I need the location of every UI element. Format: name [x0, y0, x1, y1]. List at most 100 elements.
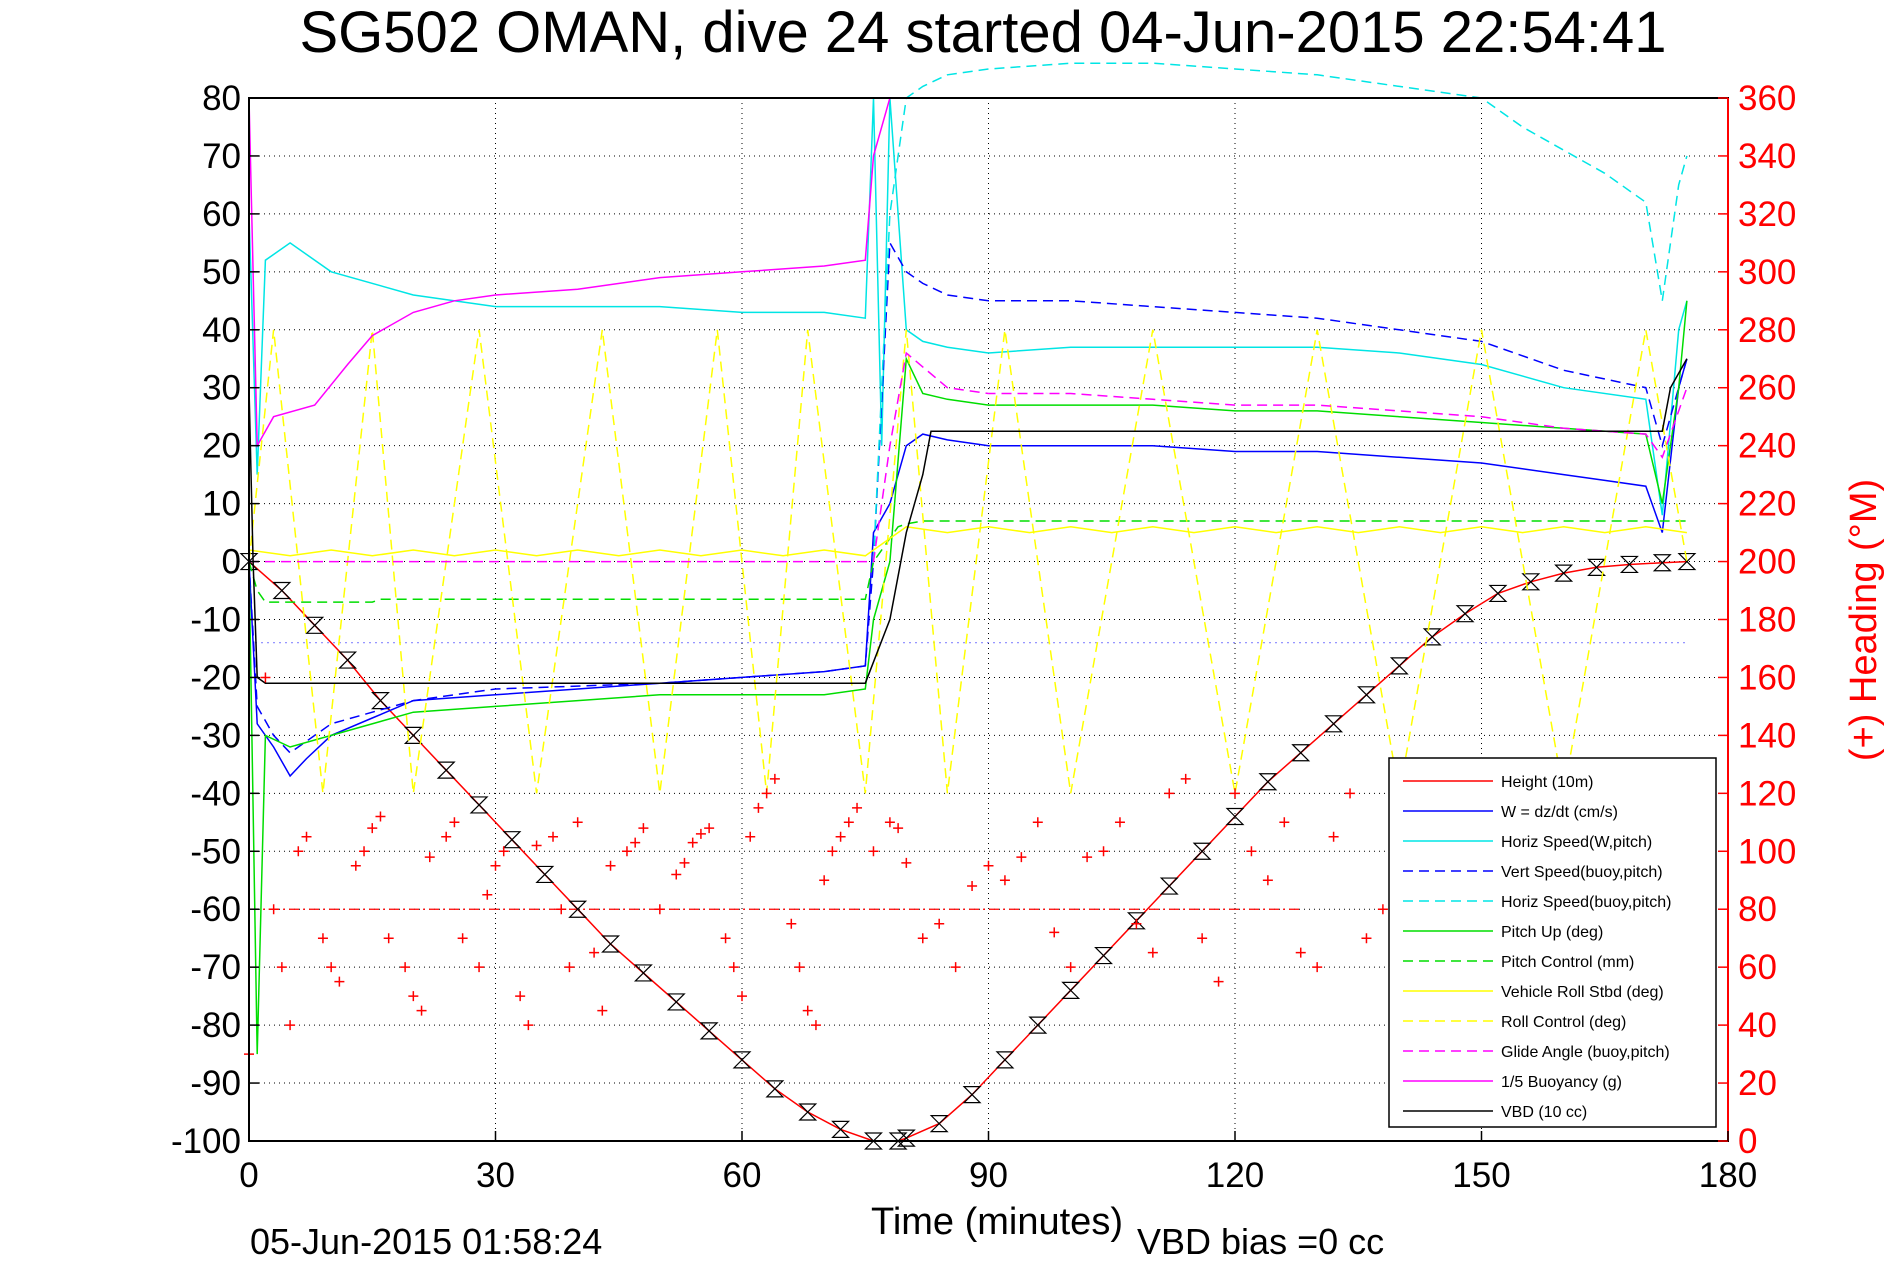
y-left-tick-label: 10	[202, 485, 241, 524]
heading-point	[753, 802, 764, 813]
height-point	[1324, 715, 1344, 733]
heading-point	[884, 817, 895, 828]
heading-point	[901, 857, 912, 868]
heading-point	[408, 991, 419, 1002]
heading-point	[728, 962, 739, 973]
heading-point	[1377, 904, 1388, 915]
height-point	[272, 581, 292, 600]
y-left-tick-label: 60	[202, 195, 241, 234]
y-left-tick-label: -30	[190, 716, 241, 755]
height-point	[469, 796, 489, 814]
y-left-tick-label: 30	[202, 369, 241, 408]
heading-point	[917, 933, 928, 944]
heading-point	[531, 840, 542, 851]
heading-point	[457, 933, 468, 944]
y-right-tick-label: 320	[1738, 195, 1796, 234]
heading-point	[999, 875, 1010, 886]
y-right-tick-label: 80	[1738, 890, 1777, 929]
height-point	[1061, 981, 1081, 999]
y-left-tick-label: 40	[202, 311, 241, 350]
series-line	[248, 560, 1687, 1142]
heading-point	[1230, 788, 1240, 799]
y-left-tick-label: 70	[202, 137, 241, 176]
height-point	[995, 1051, 1015, 1069]
y-left-tick-label: 80	[202, 79, 241, 118]
legend-label: Horiz Speed(W,pitch)	[1501, 834, 1652, 851]
y-axis-right: 3603403203002802602402202001801601401201…	[1718, 79, 1796, 1161]
y-right-tick-label: 120	[1738, 774, 1796, 813]
y-right-tick-label: 240	[1738, 427, 1796, 466]
heading-point	[441, 831, 452, 842]
heading-point	[268, 904, 279, 915]
y-right-tick-label: 0	[1738, 1122, 1757, 1161]
series-horiz-speed-buoy-pitch	[872, 62, 1688, 562]
series-line	[248, 97, 891, 449]
heading-point	[621, 846, 632, 857]
legend-label: 1/5 Buoyancy (g)	[1501, 1074, 1622, 1091]
y-right-tick-label: 200	[1738, 543, 1796, 582]
footer-timestamp: 05-Jun-2015 01:58:24	[250, 1221, 602, 1262]
height-point	[831, 1120, 851, 1139]
height-point	[633, 964, 653, 982]
height-point	[1521, 573, 1541, 591]
height-point	[371, 692, 390, 710]
x-axis: 0 30 60 90 120 150 180	[239, 1131, 1757, 1195]
heading-point	[375, 811, 386, 822]
heading-point	[983, 860, 994, 871]
heading-point	[260, 672, 271, 683]
heading-point	[1016, 852, 1027, 863]
heading-point	[285, 1020, 296, 1031]
heading-point	[934, 918, 945, 929]
y-right-tick-label: 40	[1738, 1006, 1777, 1045]
y-axis-left: 80 70 60 50 40 30 20 10 0 -10 -20 -30 -40 -50 -60 -70 -8…	[171, 79, 259, 1161]
x-tick-label: 120	[1206, 1156, 1264, 1195]
series-line	[248, 526, 1688, 557]
heading-point	[605, 860, 616, 871]
heading-point	[572, 817, 583, 828]
y-axis-right-label: (+) Heading (°M)	[1843, 479, 1885, 761]
heading-point	[589, 947, 600, 958]
height-point	[1488, 584, 1508, 603]
heading-point	[1082, 852, 1093, 863]
heading-point	[548, 831, 559, 842]
heading-point	[671, 869, 682, 880]
legend-label: Height (10m)	[1501, 774, 1593, 791]
legend-label: Pitch Control (mm)	[1501, 954, 1634, 971]
heading-point	[630, 837, 641, 848]
series-heading	[244, 672, 1388, 1060]
heading-point	[1279, 817, 1290, 828]
height-point	[1357, 686, 1376, 704]
y-left-tick-label: -80	[190, 1006, 241, 1045]
legend-label: W = dz/dt (cm/s)	[1501, 804, 1618, 821]
x-tick-label: 60	[723, 1156, 762, 1195]
legend: Height (10m) W = dz/dt (cm/s) Horiz Speed(…	[1388, 757, 1717, 1128]
heading-point	[1164, 788, 1175, 799]
y-right-tick-label: 20	[1738, 1064, 1777, 1103]
heading-point	[383, 933, 394, 944]
series-glide-angle-buoy-pitch	[249, 351, 1688, 563]
heading-point	[1032, 817, 1043, 828]
height-point	[929, 1115, 949, 1133]
series-line	[249, 351, 1688, 563]
series-line	[248, 329, 1688, 794]
heading-point	[687, 837, 698, 848]
series-line	[248, 97, 1688, 516]
heading-point	[893, 823, 904, 834]
heading-point	[868, 846, 879, 857]
y-left-tick-label: 0	[222, 543, 241, 582]
heading-point	[424, 852, 435, 863]
y-left-tick-label: -70	[190, 948, 241, 987]
series-line	[872, 62, 1688, 562]
heading-point	[416, 1005, 427, 1016]
height-point	[1159, 877, 1179, 895]
series-line	[248, 358, 1688, 778]
y-right-tick-label: 340	[1738, 137, 1796, 176]
height-point	[1587, 558, 1606, 576]
heading-point	[474, 962, 485, 973]
heading-point	[326, 962, 337, 973]
y-right-tick-label: 140	[1738, 716, 1796, 755]
heading-point	[1197, 933, 1208, 944]
series-line	[248, 520, 1687, 603]
heading-point	[769, 773, 780, 784]
